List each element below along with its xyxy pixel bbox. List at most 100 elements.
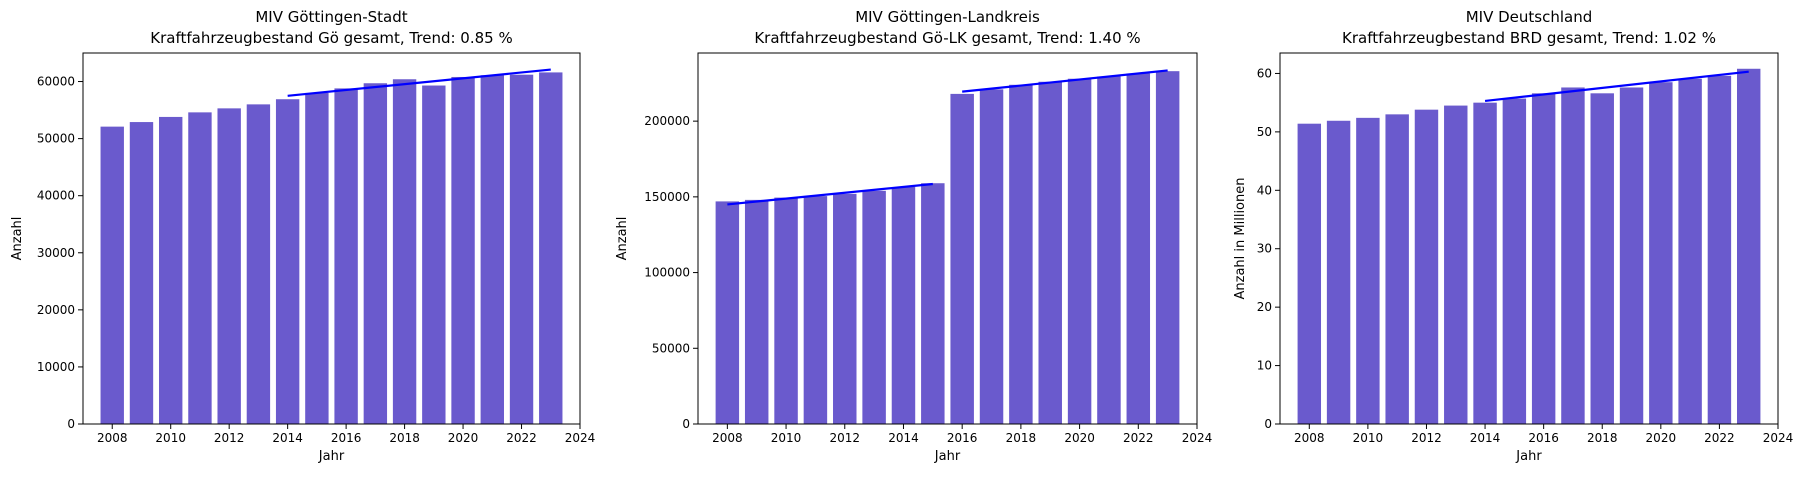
y-tick-label: 200000 bbox=[644, 114, 690, 128]
axes-frame bbox=[82, 52, 581, 425]
x-tick-label: 2016 bbox=[331, 431, 362, 445]
bar-2011 bbox=[803, 196, 828, 424]
x-tick-label: 2020 bbox=[1064, 431, 1095, 445]
chart-panel-3: 2008 2010 2012 2014 2016 2018 2020 2022 2024 0 10 2… bbox=[1233, 8, 1793, 464]
y-axis-label: Anzahl bbox=[615, 217, 630, 261]
bar-2016 bbox=[1531, 93, 1556, 424]
y-tick-label: 50 bbox=[1257, 125, 1272, 139]
bar-2018 bbox=[392, 79, 417, 424]
x-tick-label: 2012 bbox=[829, 431, 860, 445]
y-tick-label: 60000 bbox=[37, 75, 75, 89]
x-tick-label: 2008 bbox=[1294, 431, 1325, 445]
x-axis-label: Jahr bbox=[934, 449, 961, 464]
bar-2021 bbox=[1678, 78, 1702, 425]
x-axis-label: Jahr bbox=[1515, 449, 1542, 464]
bar-2015 bbox=[921, 183, 945, 424]
chart-title: MIV Göttingen-Stadt bbox=[255, 8, 407, 26]
bar-2013 bbox=[1444, 105, 1468, 424]
y-tick-label: 50000 bbox=[652, 341, 690, 355]
bar-2008 bbox=[100, 126, 124, 424]
x-tick-label: 2012 bbox=[214, 431, 245, 445]
y-tick-label: 100000 bbox=[644, 266, 690, 280]
y-tick-label: 10 bbox=[1257, 359, 1272, 373]
bar-2014 bbox=[1473, 102, 1497, 424]
bar-2009 bbox=[744, 199, 769, 424]
x-tick-label: 2010 bbox=[771, 431, 802, 445]
bar-2023 bbox=[1155, 71, 1180, 425]
bar-2009 bbox=[1326, 120, 1351, 425]
bar-2023 bbox=[539, 72, 563, 424]
bar-2012 bbox=[833, 193, 857, 424]
bar-2022 bbox=[1126, 73, 1151, 424]
x-tick-label: 2022 bbox=[1704, 431, 1735, 445]
chart-subtitle: Kraftfahrzeugbestand Gö-LK gesamt, Trend… bbox=[754, 29, 1140, 47]
x-tick-label: 2024 bbox=[1182, 431, 1213, 445]
y-tick-label: 40000 bbox=[37, 189, 75, 203]
bar-2011 bbox=[1385, 114, 1409, 424]
x-tick-label: 2018 bbox=[389, 431, 420, 445]
chart-title: MIV Deutschland bbox=[1466, 8, 1593, 26]
bar-2012 bbox=[1414, 109, 1439, 425]
bar-2015 bbox=[305, 92, 329, 424]
trend-line-1 bbox=[727, 182, 933, 206]
bar-2009 bbox=[129, 122, 154, 424]
bar-2022 bbox=[1707, 75, 1732, 424]
chart-panel-1: 2008 2010 2012 2014 2016 2018 2020 2022 2024 0 100… bbox=[10, 8, 595, 464]
x-tick-label: 2010 bbox=[1353, 431, 1384, 445]
bar-2015 bbox=[1502, 98, 1527, 424]
x-tick-label: 2008 bbox=[97, 431, 128, 445]
bar-2010 bbox=[159, 116, 183, 425]
bar-2010 bbox=[774, 197, 798, 424]
bar-2020 bbox=[451, 76, 475, 424]
x-tick-label: 2020 bbox=[448, 431, 479, 445]
bar-2021 bbox=[1097, 76, 1121, 424]
trend-line-1 bbox=[287, 68, 551, 97]
x-tick-label: 2022 bbox=[1123, 431, 1154, 445]
bar-2010 bbox=[1356, 117, 1380, 424]
y-tick-label: 0 bbox=[67, 417, 75, 431]
bar-2017 bbox=[979, 89, 1004, 424]
x-tick-label: 2018 bbox=[1587, 431, 1618, 445]
x-tick-label: 2016 bbox=[1528, 431, 1559, 445]
bar-2011 bbox=[188, 112, 212, 425]
y-tick-label: 0 bbox=[682, 417, 690, 431]
chart-panel-2: 2008 2010 2012 2014 2016 2018 2020 2022 2024 0 500… bbox=[615, 8, 1212, 464]
bar-2021 bbox=[480, 75, 504, 424]
trend-line-1 bbox=[1484, 70, 1749, 103]
x-tick-label: 2018 bbox=[1006, 431, 1037, 445]
bar-2017 bbox=[1561, 87, 1585, 424]
x-tick-label: 2024 bbox=[565, 431, 596, 445]
y-tick-label: 150000 bbox=[644, 190, 690, 204]
axes-frame bbox=[697, 52, 1198, 425]
y-axis-label: Anzahl bbox=[10, 217, 25, 261]
y-tick-label: 10000 bbox=[37, 360, 75, 374]
bar-2018 bbox=[1009, 84, 1033, 425]
x-tick-label: 2012 bbox=[1411, 431, 1442, 445]
chart-subtitle: Kraftfahrzeugbestand BRD gesamt, Trend: … bbox=[1342, 29, 1716, 47]
bar-2018 bbox=[1590, 93, 1614, 424]
x-tick-label: 2014 bbox=[1470, 431, 1501, 445]
x-tick-label: 2010 bbox=[155, 431, 186, 445]
bar-2019 bbox=[422, 85, 446, 424]
x-axis-label: Jahr bbox=[318, 449, 345, 464]
bar-2023 bbox=[1736, 68, 1761, 425]
y-tick-label: 30000 bbox=[37, 246, 75, 260]
y-tick-label: 30 bbox=[1257, 242, 1272, 256]
bar-2019 bbox=[1619, 87, 1644, 424]
bar-2020 bbox=[1067, 78, 1092, 425]
bar-2014 bbox=[275, 99, 300, 424]
bar-2016 bbox=[334, 88, 358, 424]
y-tick-label: 20000 bbox=[37, 303, 75, 317]
x-tick-label: 2024 bbox=[1763, 431, 1794, 445]
y-tick-label: 0 bbox=[1264, 417, 1272, 431]
bar-2013 bbox=[246, 104, 271, 425]
chart-title: MIV Göttingen-Landkreis bbox=[855, 8, 1040, 26]
x-tick-label: 2020 bbox=[1646, 431, 1677, 445]
bar-2019 bbox=[1038, 81, 1062, 425]
y-tick-label: 60 bbox=[1257, 66, 1272, 80]
chart-subtitle: Kraftfahrzeugbestand Gö gesamt, Trend: 0… bbox=[150, 29, 512, 47]
bar-2022 bbox=[509, 74, 534, 424]
x-tick-label: 2022 bbox=[506, 431, 537, 445]
bar-2013 bbox=[862, 190, 886, 424]
